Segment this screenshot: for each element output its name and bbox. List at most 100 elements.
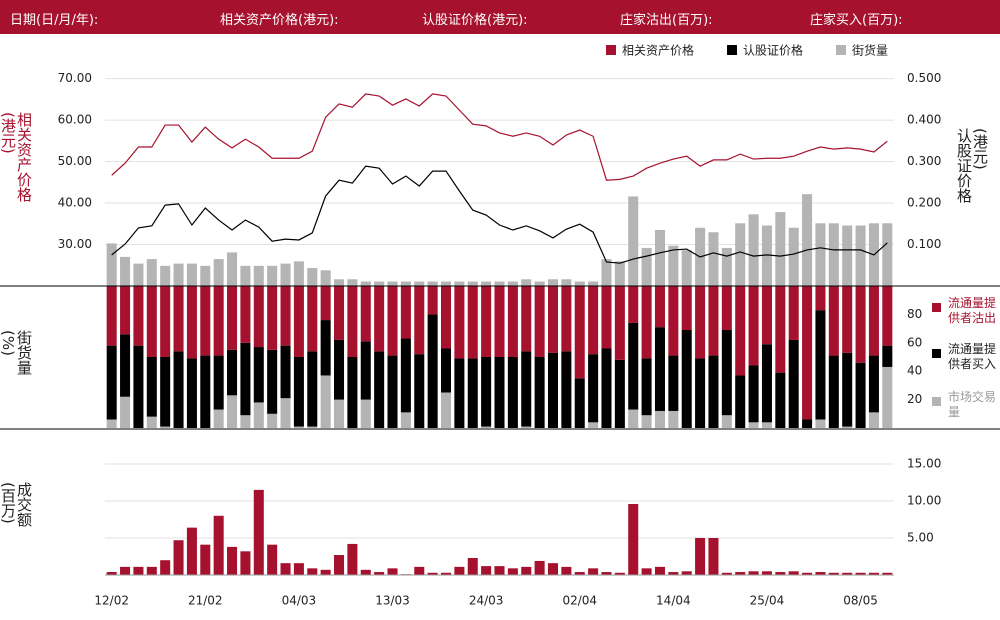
stack-bar	[400, 286, 411, 339]
header-label: 庄家沽出(百万):	[620, 13, 713, 28]
x-tick-label: 24/03	[469, 594, 504, 608]
volume-bar	[200, 265, 211, 286]
stack-bar	[654, 286, 665, 328]
stack-bar	[761, 422, 772, 428]
stack-bar	[280, 345, 291, 399]
stack-bar	[521, 351, 532, 427]
legend-label: 市场交易量	[948, 390, 1000, 420]
stack-bar	[253, 402, 264, 428]
stack-bar	[253, 347, 264, 403]
bar	[588, 568, 599, 575]
bar	[414, 566, 425, 575]
stack-bar	[628, 286, 639, 323]
volume-bar	[628, 196, 639, 286]
bar	[440, 572, 452, 575]
stack-bar	[427, 286, 438, 315]
volume-bar	[307, 268, 318, 286]
bar	[280, 563, 291, 575]
stack-bar	[160, 426, 171, 428]
bar	[146, 566, 157, 575]
legend-swatch	[932, 303, 941, 312]
tick-label: 50.00	[58, 154, 92, 168]
stack-bar	[213, 409, 224, 428]
tick-label: 0.100	[907, 237, 941, 251]
bar	[748, 571, 759, 575]
stack-bar	[547, 286, 559, 353]
bar	[802, 572, 813, 575]
stack-bar	[334, 286, 345, 340]
volume-bar	[120, 256, 131, 286]
bar	[668, 572, 679, 575]
stack-bar	[721, 415, 732, 428]
volume-bar	[507, 281, 518, 286]
volume-bar	[320, 270, 331, 286]
bar	[735, 572, 746, 575]
volume-bar	[882, 223, 893, 286]
volume-bar	[414, 281, 425, 286]
stack-bar	[440, 348, 452, 393]
stack-bar	[227, 286, 238, 350]
stack-bar	[788, 339, 799, 428]
volume-bar	[186, 263, 197, 286]
volume-bar	[334, 279, 345, 286]
stack-bar	[173, 286, 184, 352]
stack-bar	[695, 358, 706, 428]
stack-bar	[227, 349, 238, 396]
stack-bar	[588, 286, 599, 355]
bar	[227, 546, 238, 575]
stack-bar	[454, 286, 465, 359]
volume-bar	[440, 281, 452, 286]
volume-bar	[213, 259, 224, 286]
legend-text: 市场交易量	[948, 390, 997, 419]
volume-bar	[374, 281, 385, 286]
stack-bar	[280, 286, 291, 346]
stack-bar	[146, 286, 157, 357]
header-bar: 日期(日/月/年): 相关资产价格(港元): 认股证价格(港元): 庄家沽出(百…	[0, 0, 1000, 34]
stack-bar	[681, 330, 692, 428]
tick-label: 70.00	[58, 71, 92, 85]
bar	[614, 572, 625, 575]
stack-bar	[628, 322, 639, 410]
bar	[106, 572, 117, 575]
stack-bar	[467, 286, 478, 359]
bar	[427, 572, 438, 575]
stack-bar	[293, 286, 304, 357]
stack-bar	[280, 398, 291, 428]
bar	[467, 557, 478, 575]
legend-label: 流通量提供者沽出	[948, 296, 1000, 326]
stack-bar	[400, 338, 411, 413]
header-label: 认股证价格(港元):	[422, 13, 528, 28]
stack-bar	[815, 310, 826, 420]
stack-bar	[654, 410, 665, 428]
stack-bar	[387, 355, 398, 428]
bar	[387, 568, 398, 575]
stack-bar	[293, 357, 304, 427]
bar	[374, 572, 385, 575]
bar	[521, 566, 532, 575]
volume-bar	[574, 281, 585, 286]
stack-bar	[213, 355, 224, 410]
stack-bar	[868, 412, 879, 428]
stack-bar	[614, 359, 625, 428]
x-tick-label: 21/02	[188, 594, 223, 608]
stack-bar	[628, 409, 639, 428]
legend-label: 流通量提供者买入	[948, 342, 1000, 372]
stack-bar	[467, 358, 478, 428]
volume-bar	[788, 227, 799, 286]
stack-bar	[213, 286, 224, 356]
volume-bar	[521, 279, 532, 286]
stack-bar	[200, 355, 211, 428]
bar	[882, 572, 893, 575]
x-tick-label: 14/04	[656, 594, 691, 608]
stack-bar	[160, 357, 171, 427]
legend-swatch	[727, 45, 737, 55]
bar	[695, 538, 706, 575]
header-label: 庄家买入(百万):	[810, 13, 903, 28]
bar	[494, 566, 505, 575]
volume-bar	[748, 214, 759, 286]
bar	[120, 566, 131, 575]
stack-bar	[588, 354, 599, 423]
y-axis-title: 街货量(%)	[0, 330, 33, 375]
stack-bar	[440, 286, 452, 349]
volume-bar	[654, 230, 665, 286]
